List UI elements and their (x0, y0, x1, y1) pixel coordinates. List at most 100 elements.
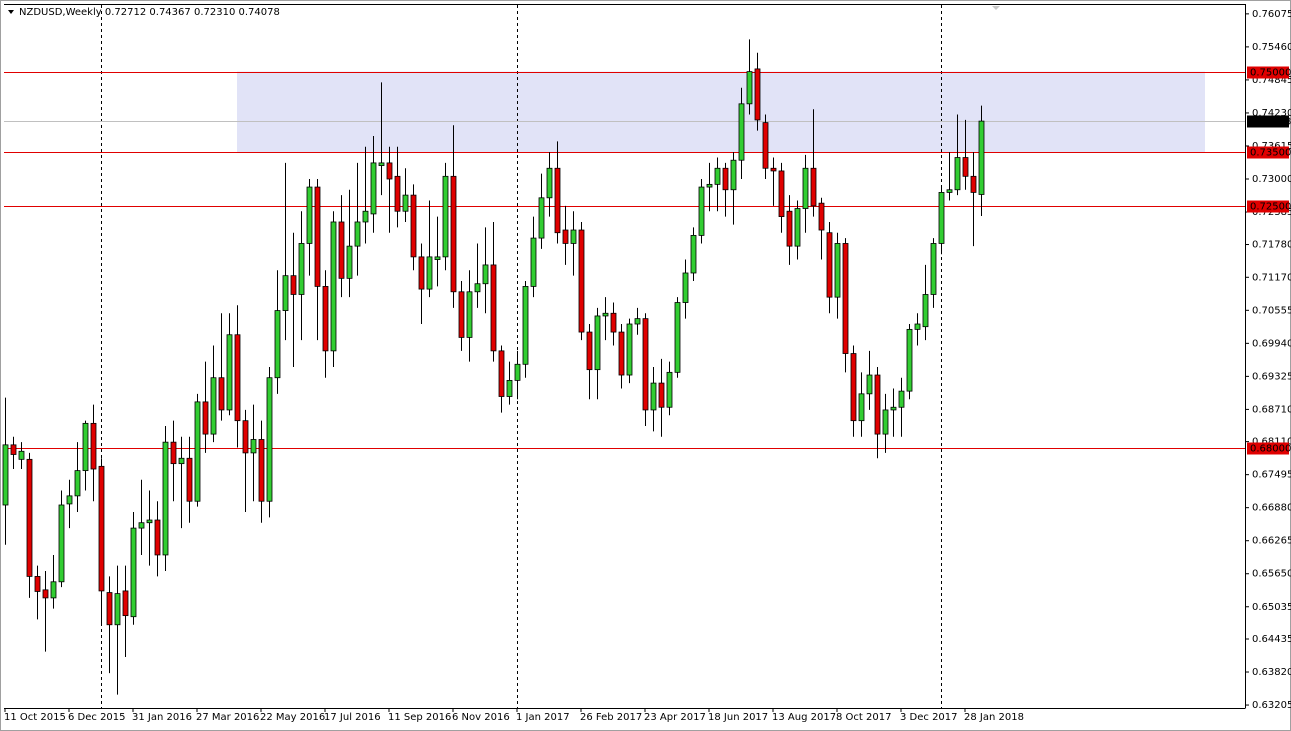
candle-body (106, 592, 113, 626)
candle-body (122, 590, 129, 617)
candle-body (690, 234, 697, 274)
candle-body (402, 194, 409, 212)
ohlc-open: 0.72712 (105, 7, 146, 18)
candle-body (10, 444, 17, 455)
candle-body (578, 229, 585, 333)
shift-marker (992, 6, 1000, 10)
candle-body (458, 291, 465, 338)
resistance-zone (237, 71, 1205, 153)
candle-body (530, 237, 537, 287)
candle-body (218, 377, 225, 411)
candle-body (954, 157, 961, 191)
x-tick-label: 22 May 2016 (260, 712, 325, 723)
ohlc-close: 0.74078 (239, 7, 280, 18)
candle-body (930, 243, 937, 295)
x-tick-label: 23 Apr 2017 (644, 712, 706, 723)
level-label: 0.73500 (1250, 148, 1291, 159)
candle-body (586, 331, 593, 371)
candle-body (418, 256, 425, 290)
candle-body (482, 264, 489, 285)
level-label-bg (1247, 66, 1289, 79)
candle-body (450, 175, 457, 293)
candle-body (618, 331, 625, 376)
candle-body (938, 192, 945, 244)
y-tick-label: 0.63820 (1252, 667, 1291, 678)
candle-body (698, 186, 705, 236)
candle-body (234, 334, 241, 422)
y-tick-label: 0.64435 (1252, 634, 1291, 645)
candle-body (362, 210, 369, 223)
level-label: 0.75000 (1250, 68, 1291, 79)
y-tick-label: 0.66265 (1252, 536, 1291, 547)
candle-body (154, 519, 161, 556)
candle-body (594, 315, 601, 371)
candle-body (2, 444, 9, 506)
x-tick-label: 27 Mar 2016 (196, 712, 259, 723)
candle-body (250, 439, 257, 454)
candle-body (754, 68, 761, 121)
candle-body (858, 393, 865, 422)
candle-body (50, 581, 57, 599)
x-tick-label: 13 Aug 2017 (772, 712, 836, 723)
candle-body (170, 441, 177, 465)
candle-body (210, 377, 217, 435)
chart-header: NZDUSD,Weekly 0.72712 0.74367 0.72310 0.… (19, 7, 280, 18)
candle-body (818, 202, 825, 231)
candle-body (226, 334, 233, 411)
candle-body (506, 379, 513, 397)
candle-body (346, 245, 353, 279)
ohlc-high: 0.74367 (149, 7, 190, 18)
candle-body (794, 208, 801, 247)
candle-body (634, 318, 641, 325)
y-tick-label: 0.67495 (1252, 470, 1291, 481)
candle-body (410, 194, 417, 258)
candle-body (42, 589, 49, 599)
candle-body (538, 197, 545, 239)
candle-body (522, 286, 529, 365)
candle-body (114, 593, 121, 626)
y-tick-label: 0.73615 (1252, 141, 1291, 152)
y-tick-label: 0.76075 (1252, 9, 1291, 20)
candle-body (602, 312, 609, 317)
candle-body (546, 167, 553, 199)
y-tick-label: 0.71780 (1252, 240, 1291, 251)
candle-body (58, 504, 65, 583)
candle-body (474, 283, 481, 293)
y-tick-label: 0.69940 (1252, 338, 1291, 349)
candle-body (34, 576, 41, 592)
x-tick-label: 11 Sep 2016 (388, 712, 451, 723)
candle-body (98, 465, 105, 592)
candle-body (770, 167, 777, 172)
candle-body (442, 175, 449, 258)
y-tick-label: 0.65035 (1252, 602, 1291, 613)
candle-body (746, 71, 753, 105)
candle-body (26, 458, 33, 577)
ohlc-low: 0.72310 (194, 7, 235, 18)
chart-title: NZDUSD,Weekly (19, 7, 102, 18)
candle-body (274, 310, 281, 379)
candle-body (738, 103, 745, 161)
x-tick-label: 6 Dec 2015 (68, 712, 126, 723)
candle-body (626, 323, 633, 376)
y-tick-label: 0.72385 (1252, 207, 1291, 218)
current-price-label: 0.74078 (1250, 117, 1291, 128)
candle-body (146, 519, 153, 524)
candle-body (90, 422, 97, 470)
candle-body (866, 374, 873, 395)
y-tick-label: 0.65650 (1252, 569, 1291, 580)
candle-body (898, 390, 905, 408)
candle-body (66, 495, 73, 505)
candle-body (426, 256, 433, 290)
candle-body (282, 275, 289, 311)
candle-body (610, 312, 617, 333)
x-tick-label: 17 Jul 2016 (324, 712, 381, 723)
candle-body (386, 162, 393, 180)
y-tick-label: 0.63205 (1252, 700, 1291, 711)
y-tick-label: 0.70555 (1252, 305, 1291, 316)
candle-body (498, 350, 505, 397)
candle-body (314, 186, 321, 287)
candle-body (554, 167, 561, 234)
candle-body (786, 210, 793, 247)
candle-body (722, 167, 729, 191)
